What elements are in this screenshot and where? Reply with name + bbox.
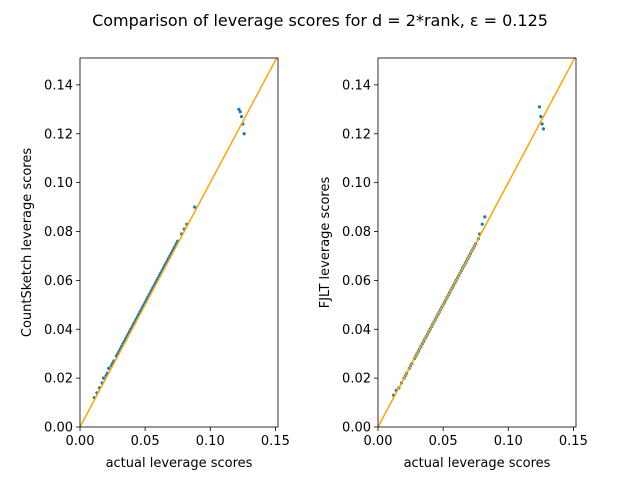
countsketch-x-axis-label: actual leverage scores	[106, 456, 253, 471]
countsketch-data-point	[101, 376, 106, 380]
fjlt-data-point	[483, 215, 487, 219]
countsketch-x-tick-label: 0.05	[131, 434, 160, 449]
fjlt-y-tick-label: 0.12	[342, 127, 371, 142]
countsketch-plot-area	[80, 58, 278, 427]
fjlt-x-tick-label: 0.00	[364, 434, 393, 449]
countsketch-data-point	[107, 366, 111, 370]
figure-title: Comparison of leverage scores for d = 2*…	[92, 11, 548, 30]
countsketch-y-tick-label: 0.00	[44, 421, 73, 436]
countsketch-data-point	[242, 132, 246, 136]
countsketch-x-tick-label: 0.00	[66, 434, 95, 449]
fjlt-x-tick-label: 0.10	[494, 434, 523, 449]
countsketch-y-tick-label: 0.14	[44, 78, 73, 93]
countsketch-y-axis-label: CountSketch leverage scores	[20, 148, 35, 337]
countsketch-y-tick-label: 0.10	[44, 176, 73, 191]
fjlt-data-point	[541, 127, 546, 131]
fjlt-y-tick-label: 0.02	[342, 372, 371, 387]
fjlt-x-axis-label: actual leverage scores	[404, 456, 551, 471]
countsketch-y-tick-label: 0.08	[44, 225, 73, 240]
chart-countsketch: 0.00 0.05 0.10 0.15 0.00 0.02 0.04 0.06 0.08 0.10…	[20, 57, 290, 471]
fjlt-data-point	[540, 122, 544, 126]
countsketch-data-point	[193, 205, 197, 209]
fjlt-y-tick-label: 0.04	[342, 323, 371, 338]
countsketch-x-tick-label: 0.15	[261, 434, 290, 449]
countsketch-y-tick-label: 0.04	[44, 323, 73, 338]
fjlt-y-tick-label: 0.08	[342, 225, 371, 240]
fjlt-x-tick-label: 0.05	[429, 434, 458, 449]
countsketch-data-point	[239, 115, 244, 119]
fjlt-y-tick-label: 0.14	[342, 78, 371, 93]
countsketch-y-tick-label: 0.12	[44, 127, 73, 142]
fjlt-data-point	[539, 115, 543, 119]
fjlt-data-point	[537, 105, 542, 109]
fjlt-y-tick-label: 0.00	[342, 421, 371, 436]
fjlt-plot-area	[378, 58, 576, 427]
fjlt-y-tick-label: 0.06	[342, 274, 371, 289]
countsketch-reference-line	[80, 58, 278, 427]
countsketch-data-point	[238, 110, 242, 114]
countsketch-y-tick-label: 0.02	[44, 372, 73, 387]
chart-fjlt: 0.00 0.05 0.10 0.15 0.00 0.02 0.04 0.06 0.08 0.10…	[318, 57, 588, 471]
fjlt-y-tick-label: 0.10	[342, 176, 371, 191]
fjlt-y-axis-label: FJLT leverage scores	[318, 177, 333, 309]
fjlt-x-tick-label: 0.15	[559, 434, 588, 449]
countsketch-axes-frame	[79, 57, 279, 428]
fjlt-data-point	[480, 222, 484, 226]
countsketch-x-tick-label: 0.10	[196, 434, 225, 449]
fjlt-reference-line	[378, 58, 576, 427]
fjlt-axes-frame	[377, 57, 577, 428]
countsketch-data-point	[237, 107, 241, 111]
panels: 0.00 0.05 0.10 0.15 0.00 0.02 0.04 0.06 0.08 0.10…	[20, 57, 588, 471]
countsketch-y-tick-label: 0.06	[44, 274, 73, 289]
